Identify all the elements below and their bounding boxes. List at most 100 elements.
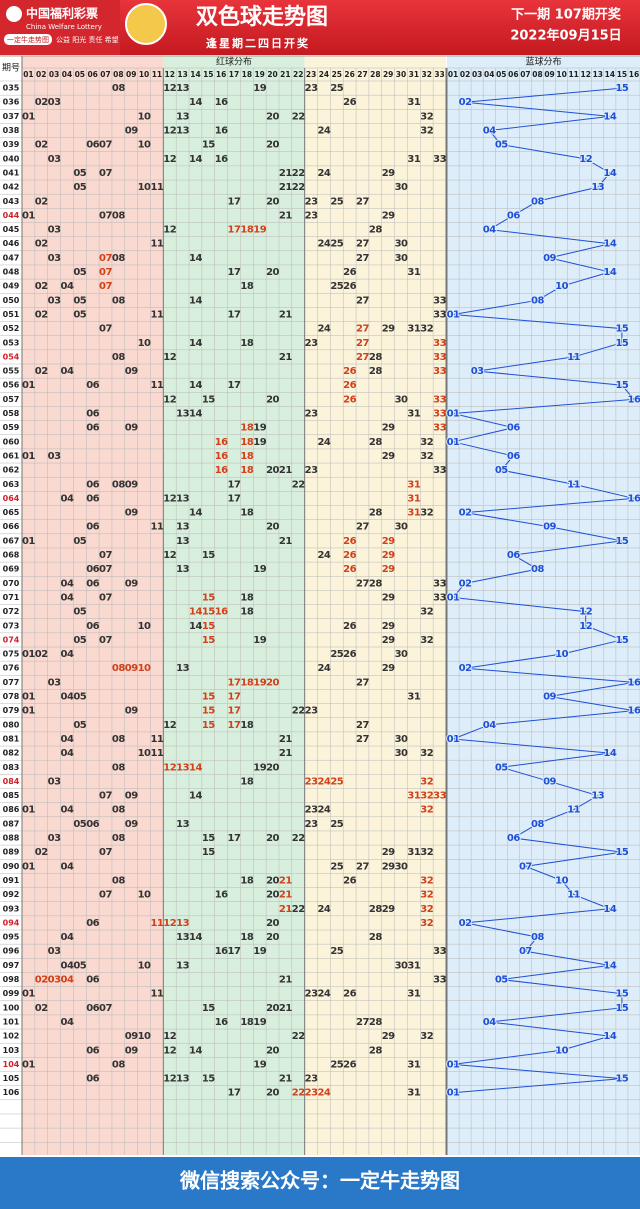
red-ball: 20 xyxy=(266,762,279,773)
red-ball: 26 xyxy=(343,875,356,886)
badge-bg xyxy=(4,34,52,45)
issue-number: 043 xyxy=(3,197,20,206)
issue-number: 100 xyxy=(3,1003,20,1012)
red-ball: 15 xyxy=(202,140,215,151)
red-ball: 09 xyxy=(125,819,138,830)
red-ball: 22 xyxy=(292,1031,305,1042)
red-ball: 02 xyxy=(35,847,48,858)
red-ball: 20 xyxy=(266,196,279,207)
red-ball: 15 xyxy=(202,621,215,632)
blue-ball: 15 xyxy=(615,1074,628,1085)
red-ball: 07 xyxy=(99,564,112,575)
red-ball: 16 xyxy=(215,437,228,448)
red-col-label: 15 xyxy=(203,70,213,79)
red-ball: 10 xyxy=(138,182,151,193)
red-ball: 31 xyxy=(407,508,420,519)
red-ball: 03 xyxy=(48,833,61,844)
red-ball: 20 xyxy=(266,465,279,476)
blue-ball: 02 xyxy=(459,663,472,674)
red-ball: 08 xyxy=(112,479,125,490)
blue-ball: 10 xyxy=(555,281,568,292)
red-ball: 06 xyxy=(86,621,99,632)
red-ball: 09 xyxy=(125,366,138,377)
red-ball: 24 xyxy=(317,324,330,335)
red-ball: 29 xyxy=(382,1031,395,1042)
red-col-label: 12 xyxy=(165,70,175,79)
red-ball: 19 xyxy=(253,1017,266,1028)
red-ball: 12 xyxy=(163,225,176,236)
issue-number: 053 xyxy=(3,338,20,347)
blue-ball: 11 xyxy=(567,479,580,490)
blue-header: 蓝球分布 xyxy=(525,56,561,68)
red-ball: 25 xyxy=(330,239,343,250)
red-ball: 32 xyxy=(420,451,433,462)
red-ball: 16 xyxy=(215,890,228,901)
red-col-label: 11 xyxy=(152,70,162,79)
red-ball: 27 xyxy=(356,352,369,363)
blue-ball: 14 xyxy=(603,111,616,122)
blue-ball: 06 xyxy=(507,550,520,561)
issue-number: 099 xyxy=(3,989,20,998)
red-ball: 16 xyxy=(215,946,228,957)
red-col-label: 02 xyxy=(36,70,46,79)
red-ball: 28 xyxy=(369,508,382,519)
blue-ball: 08 xyxy=(531,295,544,306)
red-ball: 07 xyxy=(99,140,112,151)
red-ball: 19 xyxy=(253,946,266,957)
red-ball: 14 xyxy=(189,508,202,519)
red-ball: 05 xyxy=(73,635,86,646)
blue-ball: 09 xyxy=(543,692,556,703)
blue-ball: 05 xyxy=(495,140,508,151)
blue-col-label: 07 xyxy=(520,70,530,79)
red-ball: 12 xyxy=(163,1045,176,1056)
red-ball: 27 xyxy=(356,239,369,250)
blue-col-label: 14 xyxy=(605,70,615,79)
red-ball: 17 xyxy=(228,493,241,504)
red-ball: 32 xyxy=(420,126,433,137)
red-ball: 01 xyxy=(22,111,35,122)
blue-ball: 14 xyxy=(603,1031,616,1042)
blue-ball: 16 xyxy=(628,493,640,504)
issue-number: 093 xyxy=(3,904,20,913)
blue-col-label: 05 xyxy=(496,70,506,79)
red-ball: 27 xyxy=(356,861,369,872)
red-ball: 17 xyxy=(228,706,241,717)
issue-number: 095 xyxy=(3,933,20,942)
red-ball: 06 xyxy=(86,409,99,420)
red-ball: 13 xyxy=(176,564,189,575)
red-ball: 12 xyxy=(163,83,176,94)
red-ball: 04 xyxy=(61,960,74,971)
red-ball: 08 xyxy=(112,1059,125,1070)
red-ball: 32 xyxy=(420,890,433,901)
red-ball: 20 xyxy=(266,918,279,929)
red-ball: 02 xyxy=(35,97,48,108)
red-ball: 19 xyxy=(253,564,266,575)
red-ball: 18 xyxy=(240,338,253,349)
red-ball: 10 xyxy=(138,663,151,674)
red-ball: 06 xyxy=(86,479,99,490)
issue-number: 066 xyxy=(3,522,20,531)
red-ball: 03 xyxy=(48,225,61,236)
red-ball: 17 xyxy=(228,267,241,278)
red-ball: 08 xyxy=(112,83,125,94)
red-ball: 12 xyxy=(163,1031,176,1042)
red-ball: 01 xyxy=(22,210,35,221)
red-ball: 02 xyxy=(35,366,48,377)
red-ball: 16 xyxy=(215,607,228,618)
blue-ball: 12 xyxy=(579,621,592,632)
blue-ball: 14 xyxy=(603,904,616,915)
red-ball: 24 xyxy=(317,1088,330,1099)
red-ball: 28 xyxy=(369,1045,382,1056)
issue-number: 065 xyxy=(3,508,20,517)
blue-ball: 16 xyxy=(628,706,640,717)
red-ball: 01 xyxy=(22,989,35,1000)
red-ball: 07 xyxy=(99,324,112,335)
red-ball: 32 xyxy=(420,805,433,816)
red-ball: 11 xyxy=(150,748,163,759)
issue-number: 091 xyxy=(3,876,20,885)
red-col-label: 33 xyxy=(434,70,444,79)
red-ball: 31 xyxy=(407,267,420,278)
red-col-label: 29 xyxy=(383,70,393,79)
red-ball: 17 xyxy=(228,946,241,957)
